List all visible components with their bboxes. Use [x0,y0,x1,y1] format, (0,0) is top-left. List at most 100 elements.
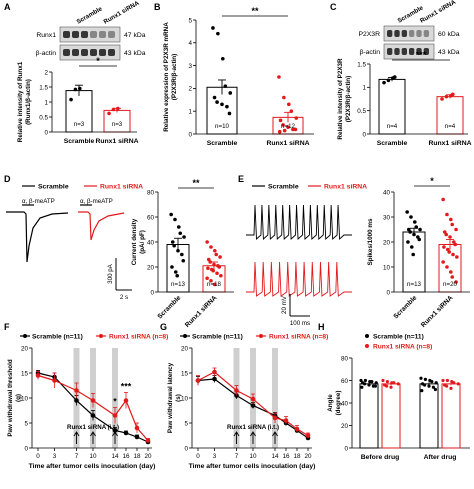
panel-F-point [145,438,151,443]
panel-H-ylabel-sub: (degree) [335,391,342,416]
panel-D-n-label: n=13 [171,281,185,288]
panel-F-y-tick-label: 20 [21,345,29,352]
panel-A-y-tick-label: 2 [44,69,48,76]
panel-C-point [382,80,386,85]
panel-C-blot-frame [383,25,435,42]
panel-G-x-tick-label: 0 [196,453,200,460]
panel-A-blot-band [90,49,97,56]
panel-C-blot-band [416,30,422,37]
panel-E-category-label: Runx1 siRNA [420,294,455,329]
panel-G-x-tick-label: 14 [271,453,279,460]
panel-A-y-tick-label: 0.5 [39,114,48,121]
panel-D-point [209,245,213,249]
panel-H-point [434,381,438,385]
panel-D-point [205,276,209,281]
panel-G-y-tick-label: 10 [181,395,189,402]
panel-D-point [176,248,180,253]
panel-G-x-tick-label: 7 [235,453,239,460]
panel-F-legend-label: Scramble (n=11) [32,334,83,341]
panel-B-n-label: n=12 [281,123,295,130]
panel-F-point [74,388,79,393]
panel-A-blot-band [81,49,88,56]
panel-B-ylabel: Relative expression of P2X3R mRNA [163,22,170,132]
panel-G-point [250,396,256,402]
panel-G-x-tick-label: 3 [213,453,217,460]
panel-D-y-tick-label: 20 [147,264,155,271]
panel-A-category-label: Scramble [64,138,95,145]
panel-F-chart: Scramble (n=11) Runx1 siRNA (n=8) Runx1 si… [7,334,168,471]
panel-F-treatment-band [112,348,118,448]
panel-E-category-label: Scramble [392,294,418,320]
panel-G-point [212,376,217,382]
panel-G-treatment-band [272,348,278,448]
panel-F-x-tick-label: 7 [75,453,79,460]
panel-B-point [212,95,217,100]
panel-E-point [408,230,412,234]
panel-E-point [450,275,455,279]
panel-B-point [277,75,281,79]
panel-F-legend-marker [99,334,103,338]
panel-A-blot-band [99,31,106,38]
panel-D-y-tick-label: 40 [147,239,155,246]
panel-F-xlabel: Time after tumor cells inoculation (day) [29,463,156,470]
panel-E-point [454,227,458,232]
panel-C-blot-band [409,48,415,55]
panel-E-point [447,250,452,254]
panel-A-y-tick-label: 1 [44,99,48,106]
panel-C-blot-band [394,48,400,55]
panel-A-blot-band [63,49,70,56]
panel-C-blot-band [387,30,393,37]
panel-C-chart: 0 0.5 1 1.5 Relative intensity of P2X3R (P2X3… [337,50,472,147]
panel-G-point [305,433,311,438]
panel-F-x-tick-label: 18 [133,453,141,460]
panel-A-category-label: Runx1 siRNA [95,138,138,145]
panel-D-point [213,248,217,253]
panel-D-trace-label: α, β-meATP [80,198,113,205]
panel-H-point [396,382,400,386]
panel-C-point [440,97,444,101]
panel-A-ylabel: Relative intensity of Runx1 [17,61,24,142]
panel-B-category-label: Runx1 siRNA [266,140,309,147]
panel-G-xlabel: Time after tumor cells inoculation (day) [189,463,316,470]
panel-F-annotation: *** [121,382,132,392]
panel-E-point [441,260,445,264]
panel-E-point [450,222,455,227]
panel-E-point [444,232,448,237]
panel-letter: E [238,174,244,184]
panel-D-scale-label-x: 2 s [120,294,128,301]
panel-A-ylabel-sub: (Runx1/β-actin) [25,79,32,125]
panel-D-point [177,225,181,229]
panel-E-point [405,210,409,214]
panel-E-sig: * [430,176,434,186]
panel-G-injection-arrow [233,431,240,444]
panel-B-point [291,127,295,132]
panel-D-legend-label: Scramble [38,184,69,191]
panel-E-point [455,255,459,259]
panel-F-ylabel: Paw withdrawal threshold [7,359,14,436]
panel-H-point [427,384,431,388]
panel-C-blot-band [401,30,407,37]
panel-G-point [234,388,239,393]
panel-F-series-line [37,374,149,441]
panel-E-point [409,215,413,219]
panel-G-y-tick-label: 5 [184,420,188,427]
panel-H-point [370,380,374,384]
panel-F-x-tick-label: 3 [53,453,57,460]
panel-A-point [78,86,82,91]
panel-E-point [445,265,449,269]
panel-E-y-tick-label: 0 [386,289,390,296]
panel-A-kda-label: 43 kDa [124,50,146,57]
panel-G-point [195,378,201,383]
panel-A-blot-band [99,49,106,56]
panel-F-point [90,413,96,418]
panel-H-point [441,378,445,383]
panel-A-y-tick-label: 1.5 [39,84,48,91]
panel-H-point [381,378,385,383]
panel-F-point [90,398,96,403]
panel-D-point [214,252,219,257]
panel-B-point [277,129,282,134]
panel-D-traces: Scramble Runx1 siRNA α, β-meATP α, β-meATP 3… [6,184,143,301]
panel-D-category-label: Scramble [156,294,182,320]
panel-E-chart: 0 10 20 30 40 Spikes/1000 ms n=13 Scramble n=20 R… [367,176,470,329]
